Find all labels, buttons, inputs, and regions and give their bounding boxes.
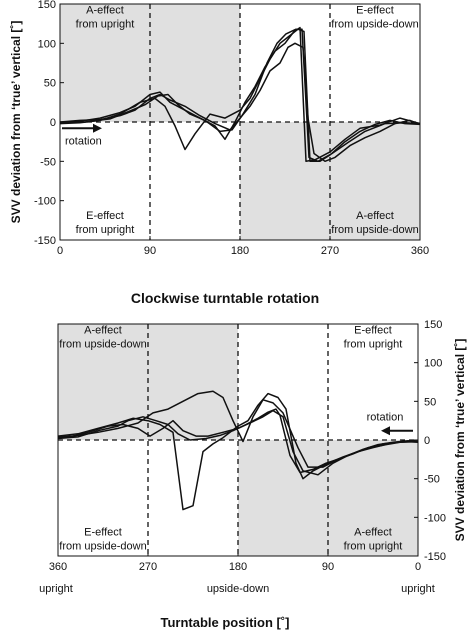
- turntable-position-title: Turntable position [˚]: [160, 615, 289, 630]
- y-axis-label: SVV deviation from ‘true’ vertical [˚]: [453, 339, 467, 542]
- clockwise-rotation-title: Clockwise turntable rotation: [131, 290, 319, 306]
- x-tick-label: 180: [231, 245, 249, 257]
- effect-annotation: from upright: [76, 224, 135, 236]
- data-series-line-4: [57, 408, 419, 474]
- x-tick-label: 90: [144, 245, 156, 257]
- x-tick-label: 90: [322, 561, 334, 573]
- x-tick-label: 180: [229, 561, 247, 573]
- y-tick-label: 50: [424, 396, 436, 408]
- x-tick-label: 270: [139, 561, 157, 573]
- effect-annotation: from upright: [344, 540, 403, 552]
- top-chart: -150 -100 -50 0 50 100 150 0 90 180 270 360 SVV devi…: [9, 0, 429, 257]
- y-tick-label: 150: [38, 0, 56, 11]
- rotation-arrow-head: [381, 426, 390, 436]
- rotation-arrow: rotation: [62, 123, 102, 147]
- data-series-line-1: [59, 28, 421, 163]
- bottom-chart: -150 -100 -50 0 50 100 150 360 270 180 90 0 upright u…: [39, 319, 467, 595]
- y-tick-label: -150: [34, 235, 56, 247]
- effect-annotation: A-effect: [86, 5, 124, 17]
- effect-annotation: from upside-down: [59, 540, 146, 552]
- effect-annotation: from upside-down: [331, 224, 418, 236]
- x-tick-label: 360: [411, 245, 429, 257]
- effect-annotation: A-effect: [84, 324, 122, 336]
- x-sub-label: upside-down: [207, 583, 269, 595]
- y-tick-label: -100: [34, 196, 56, 208]
- y-tick-label: -150: [424, 551, 446, 563]
- effect-annotation: A-effect: [354, 526, 392, 538]
- effect-annotation: A-effect: [356, 210, 394, 222]
- y-tick-label: 100: [38, 38, 56, 50]
- effect-annotation: E-effect: [86, 210, 124, 222]
- y-tick-label: 0: [50, 117, 56, 129]
- data-series-line-4: [59, 28, 421, 163]
- x-sub-label: upright: [39, 583, 73, 595]
- effect-annotation: from upright: [344, 338, 403, 350]
- y-tick-label: -50: [40, 156, 56, 168]
- y-tick-label: -100: [424, 512, 446, 524]
- effect-annotation: from upright: [76, 19, 135, 31]
- y-tick-label: 0: [424, 435, 430, 447]
- x-tick-label: 0: [57, 245, 63, 257]
- effect-annotation: from upside-down: [331, 19, 418, 31]
- x-tick-label: 360: [49, 561, 67, 573]
- effect-annotation: E-effect: [84, 526, 122, 538]
- rotation-arrow-head: [93, 123, 102, 133]
- y-axis-label: SVV deviation from ‘true’ vertical [˚]: [9, 21, 23, 224]
- x-tick-label: 270: [321, 245, 339, 257]
- rotation-label: rotation: [65, 135, 102, 147]
- x-sub-label: upright: [401, 583, 435, 595]
- x-tick-label: 0: [415, 561, 421, 573]
- rotation-arrow: rotation: [367, 412, 413, 436]
- data-series-line-3: [59, 42, 421, 163]
- effect-annotation: from upside-down: [59, 338, 146, 350]
- effect-annotation: E-effect: [356, 5, 394, 17]
- y-tick-label: -50: [424, 474, 440, 486]
- rotation-label: rotation: [367, 412, 404, 424]
- y-tick-label: 100: [424, 358, 442, 370]
- y-tick-label: 150: [424, 319, 442, 331]
- effect-annotation: E-effect: [354, 324, 392, 336]
- y-tick-label: 50: [44, 78, 56, 90]
- data-series-line-2: [59, 26, 421, 163]
